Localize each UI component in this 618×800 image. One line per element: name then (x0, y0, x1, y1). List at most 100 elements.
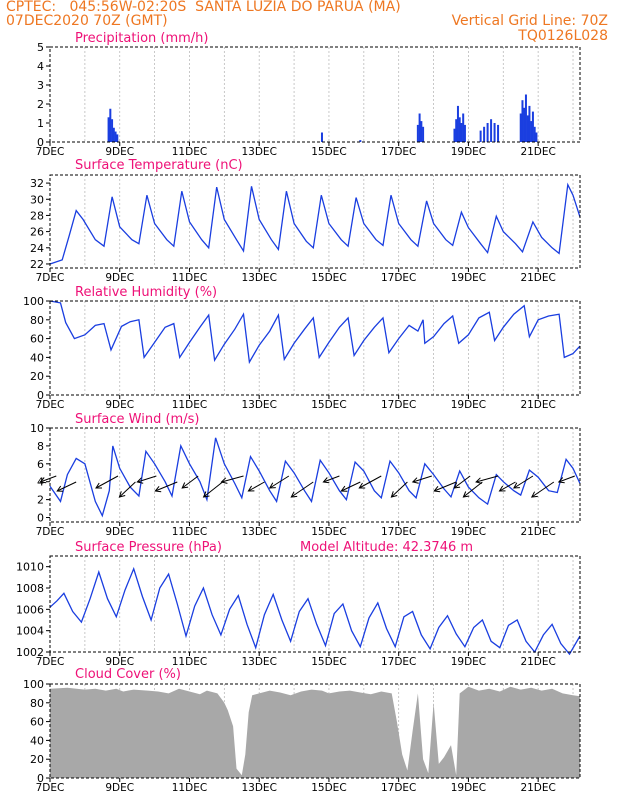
wind-arrow-shaft (181, 475, 199, 489)
x-tick-label: 21DEC (520, 272, 555, 284)
wind-arrow (136, 475, 157, 484)
wind-arrow-head (247, 485, 255, 492)
x-tick-label: 21DEC (520, 526, 555, 538)
x-tick-label: 19DEC (451, 272, 486, 284)
wind-arrow-shaft (434, 481, 457, 492)
wind-arrow-head (118, 491, 126, 498)
precip-bar (535, 132, 538, 142)
wind-arrow-head (513, 482, 520, 489)
y-tick-label: 2 (37, 494, 44, 507)
wind-arrow-shaft (359, 475, 382, 489)
plot-frame (49, 300, 581, 396)
panel-temp: 22 24 26 28 30 32 7DEC 9DEC 11DEC 13DEC 15DEC 17DEC… (30, 158, 581, 284)
precip-bar (533, 126, 536, 142)
wind-arrow-head (290, 491, 298, 498)
wind-arrow-head (462, 491, 470, 498)
y-tick-label: 1 (37, 117, 44, 130)
wind-arrow-shaft (558, 475, 575, 483)
x-tick-label: 7DEC (36, 526, 65, 538)
x-tick-label: 17DEC (381, 146, 416, 158)
y-tick-label: 28 (30, 209, 44, 222)
wind-arrow (411, 475, 432, 484)
y-tick-label: 1002 (16, 646, 44, 659)
wind-arrow-shaft (499, 481, 516, 492)
wind-arrow-head (56, 485, 64, 492)
x-tick-label: 17DEC (381, 399, 416, 411)
wind-arrow (453, 475, 471, 489)
wind-arrow-head (154, 485, 162, 493)
y-tick-label: 20 (30, 753, 44, 766)
wind-arrow-shaft (290, 481, 314, 498)
wind-arrow (247, 481, 265, 492)
y-tick-label: 5 (37, 41, 44, 54)
wind-arrow (220, 475, 244, 484)
precip-bar (497, 124, 500, 142)
precip-bar (456, 105, 459, 142)
x-tick-label: 13DEC (241, 782, 276, 794)
y-tick-label: 80 (30, 697, 44, 710)
y-tick-label: 1008 (16, 582, 44, 595)
precip-bar (420, 121, 423, 142)
panel-rh: 0 20 40 60 80 100 7DEC 9DEC 11DEC 13DEC 15DEC 17DEC… (23, 285, 581, 411)
y-tick-label: 0 (37, 389, 44, 402)
plot-frame (49, 683, 581, 779)
x-tick-label: 7DEC (36, 656, 65, 668)
wind-arrow-head (498, 485, 506, 492)
y-tick-label: 2 (37, 98, 44, 111)
panel-title: Surface Temperature (nC) (75, 158, 243, 173)
wind-arrow (290, 481, 314, 498)
wind-arrow (358, 475, 382, 489)
y-tick-label: 6 (37, 458, 44, 471)
precip-bar (114, 131, 117, 142)
wind-arrow (39, 475, 57, 484)
y-tick-label: 32 (30, 177, 44, 190)
x-tick-label: 9DEC (105, 146, 134, 158)
x-tick-label: 11DEC (172, 782, 207, 794)
wind-arrow-head (358, 482, 366, 489)
header-date: 07DEC2020 70Z (GMT) (6, 13, 168, 29)
precip-bar (109, 108, 112, 142)
precip-bar (531, 111, 534, 142)
precip-bar (463, 124, 466, 142)
wind-arrow-shaft (40, 475, 57, 483)
header-grid-line: Vertical Grid Line: 70Z (451, 13, 608, 29)
x-tick-label: 9DEC (105, 656, 134, 668)
y-tick-label: 20 (30, 370, 44, 383)
y-tick-label: 10 (30, 422, 44, 435)
precip-bar (530, 121, 533, 142)
precip-bar (528, 105, 531, 142)
wind-arrow (154, 481, 178, 493)
y-tick-label: 22 (30, 258, 44, 271)
wind-arrow (462, 481, 483, 498)
wind-arrow-shaft (341, 481, 361, 492)
panel-title: Surface Pressure (hPa) (75, 540, 222, 555)
wind-arrow-shaft (269, 475, 290, 489)
x-tick-label: 19DEC (451, 146, 486, 158)
x-tick-label: 13DEC (241, 272, 276, 284)
y-tick-label: 60 (30, 333, 44, 346)
wind-arrow (181, 475, 199, 489)
x-tick-label: 11DEC (172, 399, 207, 411)
precip-bar (523, 107, 526, 142)
precip-bar (483, 126, 486, 142)
panel-title: Cloud Cover (%) (75, 667, 181, 682)
x-tick-label: 19DEC (451, 526, 486, 538)
wind-arrow-shaft (56, 481, 77, 492)
wind-arrow-shaft (155, 481, 178, 492)
x-tick-label: 13DEC (241, 146, 276, 158)
panel-title: Precipitation (mm/h) (75, 31, 208, 46)
wind-arrow-shaft (513, 475, 534, 489)
wind-arrow (268, 475, 290, 489)
panel-pressure: 1002 1004 1006 1008 1010 7DEC 9DEC 11DEC 13DEC 15… (16, 540, 581, 668)
wind-arrow (322, 475, 340, 484)
wind-arrow (557, 475, 575, 484)
x-tick-label: 9DEC (105, 399, 134, 411)
y-tick-label: 40 (30, 351, 44, 364)
wind-arrow (95, 475, 119, 489)
wind-arrow-shaft (391, 481, 408, 498)
x-tick-label: 7DEC (36, 782, 65, 794)
x-tick-label: 15DEC (311, 146, 346, 158)
precip-bar (359, 140, 362, 142)
wind-arrow-shaft (203, 481, 223, 498)
